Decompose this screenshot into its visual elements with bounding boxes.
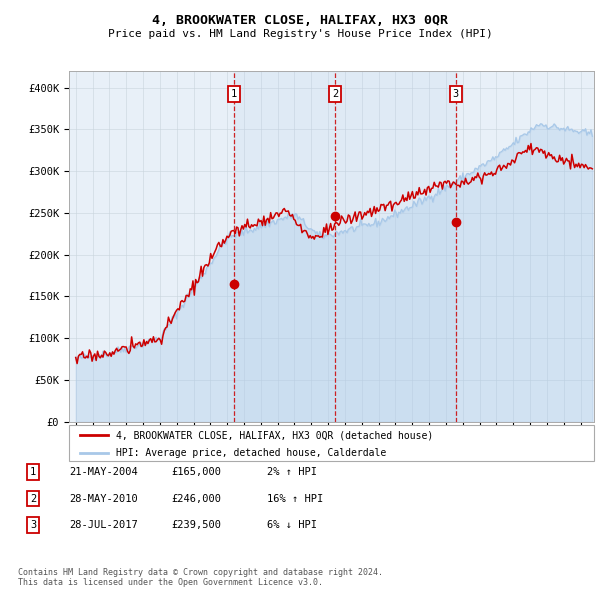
Text: 4, BROOKWATER CLOSE, HALIFAX, HX3 0QR: 4, BROOKWATER CLOSE, HALIFAX, HX3 0QR — [152, 14, 448, 27]
Text: 6% ↓ HPI: 6% ↓ HPI — [267, 520, 317, 530]
Text: 2: 2 — [332, 88, 338, 99]
Text: 2% ↑ HPI: 2% ↑ HPI — [267, 467, 317, 477]
Text: 28-JUL-2017: 28-JUL-2017 — [69, 520, 138, 530]
Text: £239,500: £239,500 — [171, 520, 221, 530]
Text: £246,000: £246,000 — [171, 494, 221, 503]
Text: 28-MAY-2010: 28-MAY-2010 — [69, 494, 138, 503]
Text: 4, BROOKWATER CLOSE, HALIFAX, HX3 0QR (detached house): 4, BROOKWATER CLOSE, HALIFAX, HX3 0QR (d… — [116, 430, 433, 440]
Text: 3: 3 — [452, 88, 458, 99]
Text: Contains HM Land Registry data © Crown copyright and database right 2024.
This d: Contains HM Land Registry data © Crown c… — [18, 568, 383, 587]
Text: 1: 1 — [230, 88, 237, 99]
Text: 3: 3 — [30, 520, 36, 530]
Text: 16% ↑ HPI: 16% ↑ HPI — [267, 494, 323, 503]
Bar — [233, 71, 455, 422]
Text: HPI: Average price, detached house, Calderdale: HPI: Average price, detached house, Cald… — [116, 448, 386, 458]
Text: 1: 1 — [30, 467, 36, 477]
Text: 2: 2 — [30, 494, 36, 503]
Text: £165,000: £165,000 — [171, 467, 221, 477]
Text: Price paid vs. HM Land Registry's House Price Index (HPI): Price paid vs. HM Land Registry's House … — [107, 29, 493, 38]
FancyBboxPatch shape — [69, 425, 594, 461]
Text: 21-MAY-2004: 21-MAY-2004 — [69, 467, 138, 477]
